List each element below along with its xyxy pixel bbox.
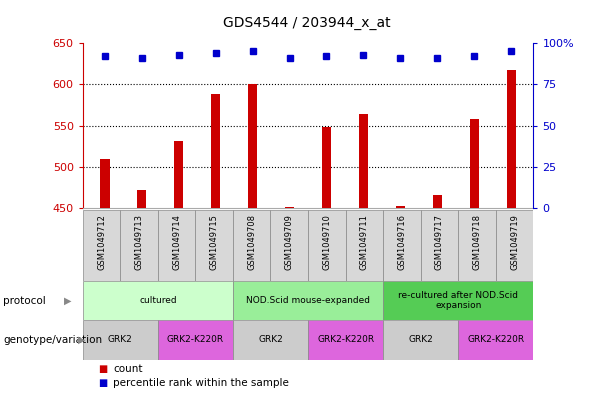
Text: GRK2: GRK2 (258, 336, 283, 344)
Bar (433, 195, 442, 208)
Text: genotype/variation: genotype/variation (3, 335, 102, 345)
Bar (83, 320, 158, 360)
Bar (174, 141, 183, 208)
Bar (346, 210, 383, 281)
Bar (506, 70, 516, 208)
Bar (233, 281, 383, 320)
Bar (158, 320, 233, 360)
Text: GSM1049712: GSM1049712 (97, 214, 106, 270)
Bar (383, 320, 458, 360)
Bar (308, 320, 383, 360)
Text: GSM1049715: GSM1049715 (210, 214, 219, 270)
Bar (211, 94, 220, 208)
Bar (458, 320, 533, 360)
Bar (137, 190, 147, 208)
Text: GRK2-K220R: GRK2-K220R (317, 336, 374, 344)
Bar (458, 210, 496, 281)
Bar (270, 210, 308, 281)
Text: GRK2-K220R: GRK2-K220R (167, 336, 224, 344)
Text: protocol: protocol (3, 296, 46, 306)
Bar (233, 210, 270, 281)
Text: cultured: cultured (139, 296, 177, 305)
Bar (496, 210, 533, 281)
Bar (383, 210, 421, 281)
Text: re-cultured after NOD.Scid
expansion: re-cultured after NOD.Scid expansion (398, 291, 518, 310)
Text: GRK2: GRK2 (408, 336, 433, 344)
Bar (83, 210, 120, 281)
Text: count: count (113, 364, 143, 375)
Text: GSM1049708: GSM1049708 (247, 214, 256, 270)
Bar (322, 127, 331, 208)
Text: NOD.Scid mouse-expanded: NOD.Scid mouse-expanded (246, 296, 370, 305)
Text: GSM1049714: GSM1049714 (172, 214, 181, 270)
Bar (396, 206, 405, 208)
Bar (120, 210, 158, 281)
Text: GSM1049709: GSM1049709 (285, 214, 294, 270)
Text: GDS4544 / 203944_x_at: GDS4544 / 203944_x_at (223, 16, 390, 30)
Text: GSM1049717: GSM1049717 (435, 214, 444, 270)
Text: GRK2-K220R: GRK2-K220R (467, 336, 524, 344)
Text: GSM1049710: GSM1049710 (322, 214, 331, 270)
Text: GSM1049718: GSM1049718 (473, 214, 481, 270)
Bar (470, 119, 479, 208)
Text: GSM1049711: GSM1049711 (360, 214, 369, 270)
Bar (196, 210, 233, 281)
Text: GRK2: GRK2 (108, 336, 132, 344)
Bar (285, 207, 294, 208)
Bar (158, 210, 196, 281)
Bar (101, 159, 110, 208)
Text: ▶: ▶ (64, 296, 72, 306)
Bar (421, 210, 458, 281)
Text: ■: ■ (98, 378, 107, 388)
Bar (383, 281, 533, 320)
Bar (83, 281, 233, 320)
Text: ▶: ▶ (78, 335, 85, 345)
Text: GSM1049716: GSM1049716 (397, 214, 406, 270)
Bar (248, 84, 257, 208)
Bar (233, 320, 308, 360)
Text: ■: ■ (98, 364, 107, 375)
Text: percentile rank within the sample: percentile rank within the sample (113, 378, 289, 388)
Bar (359, 114, 368, 208)
Bar (308, 210, 346, 281)
Text: GSM1049713: GSM1049713 (135, 214, 143, 270)
Text: GSM1049719: GSM1049719 (510, 214, 519, 270)
